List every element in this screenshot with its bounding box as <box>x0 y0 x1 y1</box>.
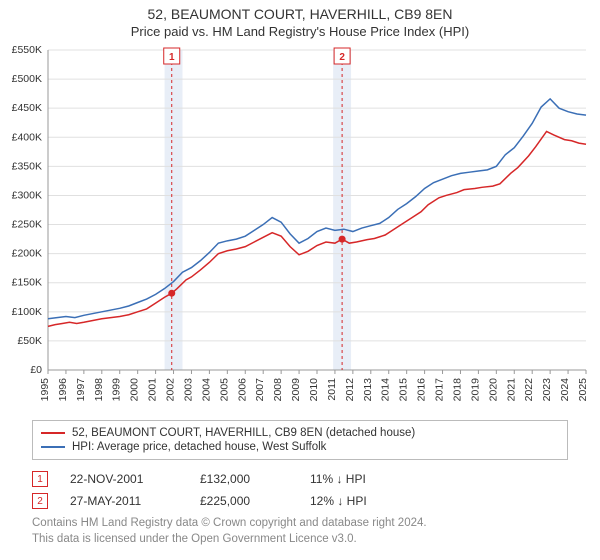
y-axis-label: £450K <box>12 102 42 114</box>
legend: 52, BEAUMONT COURT, HAVERHILL, CB9 8EN (… <box>32 420 568 460</box>
x-axis-label: 2012 <box>344 378 356 402</box>
legend-item: HPI: Average price, detached house, West… <box>41 440 559 454</box>
marker-label: 2 <box>339 52 345 63</box>
x-axis-label: 2011 <box>326 378 338 401</box>
y-axis-label: £0 <box>30 364 42 376</box>
y-axis-label: £300K <box>12 189 42 201</box>
y-axis-label: £550K <box>12 44 42 56</box>
y-axis-label: £50K <box>17 335 42 347</box>
page-title: 52, BEAUMONT COURT, HAVERHILL, CB9 8EN <box>0 6 600 22</box>
x-axis-label: 1998 <box>93 378 105 402</box>
price-chart: £0 £50K £100K £150K £200K £250K £300K £350K £400… <box>0 44 600 414</box>
y-axis-label: £150K <box>12 277 42 289</box>
row-hpi: 11% ↓ HPI <box>310 472 480 486</box>
x-axis-label: 2004 <box>200 378 212 402</box>
table-row: 1 22-NOV-2001£132,00011% ↓ HPI <box>32 468 568 490</box>
x-axis-label: 2003 <box>182 378 194 402</box>
row-hpi: 12% ↓ HPI <box>310 494 480 508</box>
x-axis-label: 2024 <box>559 378 571 402</box>
x-axis-label: 2001 <box>147 378 159 402</box>
marker-label: 1 <box>169 52 175 63</box>
x-axis-label: 2015 <box>398 378 410 402</box>
x-axis-label: 2018 <box>451 378 463 402</box>
row-marker: 2 <box>32 493 48 509</box>
x-axis-label: 2016 <box>416 378 428 402</box>
legend-item: 52, BEAUMONT COURT, HAVERHILL, CB9 8EN (… <box>41 426 559 440</box>
x-axis-label: 1996 <box>57 378 69 402</box>
x-axis-label: 1995 <box>39 378 51 402</box>
row-date: 22-NOV-2001 <box>70 472 200 486</box>
x-axis-label: 2025 <box>577 378 589 402</box>
footnote-line: Contains HM Land Registry data © Crown c… <box>32 516 568 532</box>
x-axis-label: 1999 <box>111 378 123 402</box>
x-axis-label: 2002 <box>165 378 177 402</box>
footnote: Contains HM Land Registry data © Crown c… <box>32 516 568 547</box>
row-price: £132,000 <box>200 472 310 486</box>
x-axis-label: 2014 <box>380 378 392 402</box>
row-price: £225,000 <box>200 494 310 508</box>
x-axis-label: 2021 <box>505 378 517 402</box>
series-line <box>48 131 586 326</box>
legend-label: 52, BEAUMONT COURT, HAVERHILL, CB9 8EN (… <box>72 427 415 439</box>
transaction-table: 1 22-NOV-2001£132,00011% ↓ HPI 2 27-MAY-201… <box>32 468 568 512</box>
y-axis-label: £250K <box>12 219 42 231</box>
x-axis-label: 2010 <box>308 378 320 402</box>
x-axis-label: 2009 <box>290 378 302 402</box>
x-axis-label: 2006 <box>236 378 248 402</box>
legend-swatch <box>41 432 65 434</box>
x-axis-label: 2017 <box>434 378 446 402</box>
x-axis-label: 2000 <box>129 378 141 402</box>
x-axis-label: 1997 <box>75 378 87 402</box>
y-axis-label: £400K <box>12 131 42 143</box>
page-subtitle: Price paid vs. HM Land Registry's House … <box>0 24 600 39</box>
legend-swatch <box>41 446 65 448</box>
x-axis-label: 2023 <box>541 378 553 402</box>
y-axis-label: £500K <box>12 73 42 85</box>
series-line <box>48 99 586 319</box>
y-axis-label: £350K <box>12 160 42 172</box>
x-axis-label: 2005 <box>218 378 230 402</box>
x-axis-label: 2022 <box>523 378 535 402</box>
x-axis-label: 2008 <box>272 378 284 402</box>
x-axis-label: 2020 <box>487 378 499 402</box>
table-row: 2 27-MAY-2011£225,00012% ↓ HPI <box>32 490 568 512</box>
x-axis-label: 2013 <box>362 378 374 402</box>
footnote-line: This data is licensed under the Open Gov… <box>32 532 568 548</box>
y-axis-label: £200K <box>12 248 42 260</box>
x-axis-label: 2007 <box>254 378 266 402</box>
row-date: 27-MAY-2011 <box>70 494 200 508</box>
x-axis-label: 2019 <box>469 378 481 402</box>
chart-svg: £0 £50K £100K £150K £200K £250K £300K £350K £400… <box>0 44 600 414</box>
legend-label: HPI: Average price, detached house, West… <box>72 441 326 453</box>
row-marker: 1 <box>32 471 48 487</box>
y-axis-label: £100K <box>12 306 42 318</box>
